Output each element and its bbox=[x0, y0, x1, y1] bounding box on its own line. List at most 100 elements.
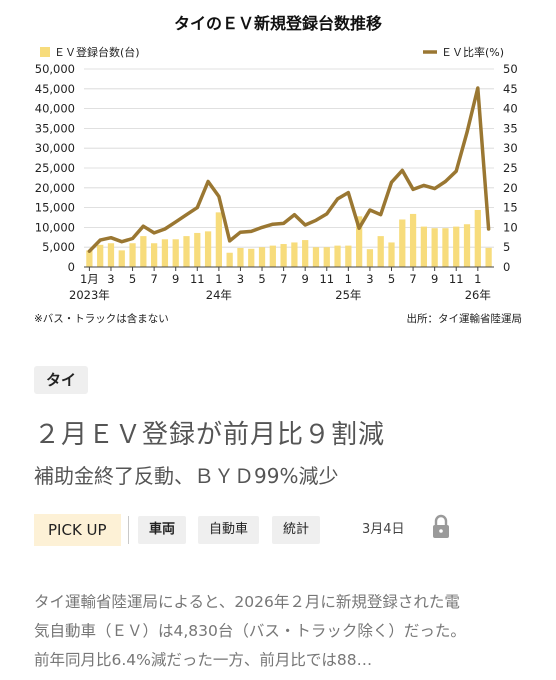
bar-ev-registrations bbox=[151, 243, 158, 267]
x-month-label: 1月 bbox=[80, 272, 99, 286]
bar-ev-registrations bbox=[258, 247, 266, 267]
y-right-tick-label: 5 bbox=[503, 240, 510, 254]
bar-ev-registrations bbox=[366, 249, 374, 267]
tag-automobiles[interactable]: 自動車 bbox=[198, 516, 260, 544]
ev-ratio-point bbox=[346, 191, 350, 194]
y-left-tick-label: 50,000 bbox=[35, 62, 75, 76]
x-month-label: 3 bbox=[107, 272, 114, 286]
ev-ratio-point bbox=[163, 227, 167, 231]
y-right-tick-label: 25 bbox=[503, 161, 518, 175]
y-right-tick-label: 45 bbox=[503, 82, 518, 96]
ev-ratio-point bbox=[476, 86, 480, 90]
ev-ratio-point bbox=[185, 213, 188, 217]
x-month-label: 9 bbox=[172, 272, 179, 286]
x-month-label: 1 bbox=[215, 272, 222, 286]
bar-ev-registrations bbox=[463, 224, 471, 267]
y-right-tick-label: 35 bbox=[503, 121, 518, 135]
pickup-badge: PICK UP bbox=[34, 514, 121, 546]
bar-ev-registrations bbox=[323, 247, 330, 267]
article-title[interactable]: ２月ＥＶ登録が前月比９割減 bbox=[34, 420, 386, 450]
bar-ev-registrations bbox=[356, 216, 363, 267]
legend-bar-label: ＥＶ登録台数(台) bbox=[54, 45, 140, 59]
ev-ratio-point bbox=[314, 218, 318, 222]
excerpt-line: 前年同月比6.4%減だった一方、前月比では88… bbox=[34, 651, 373, 669]
excerpt-line: 気自動車（ＥＶ）は4,830台（バス・トラック除く）だった。 bbox=[34, 622, 466, 640]
ev-ratio-point bbox=[465, 130, 469, 134]
meta-divider bbox=[128, 516, 129, 544]
ev-ratio-point bbox=[271, 222, 275, 226]
bar-ev-registrations bbox=[237, 247, 244, 267]
bar-ev-registrations bbox=[140, 236, 147, 267]
x-month-label: 11 bbox=[190, 272, 205, 286]
ev-ratio-point bbox=[336, 197, 339, 201]
lock-icon bbox=[433, 514, 449, 538]
y-right-tick-label: 50 bbox=[503, 62, 518, 76]
x-month-label: 7 bbox=[409, 272, 416, 286]
ev-ratio-point bbox=[131, 237, 134, 240]
ev-ratio-point bbox=[228, 239, 232, 243]
y-left-tick-label: 20,000 bbox=[35, 181, 75, 195]
ev-ratio-point bbox=[368, 208, 372, 212]
x-month-label: 5 bbox=[258, 272, 265, 286]
x-year-label: 24年 bbox=[206, 288, 232, 302]
bar-ev-registrations bbox=[118, 250, 125, 267]
ev-ratio-point bbox=[217, 195, 221, 198]
ev-ratio-point bbox=[303, 223, 307, 227]
article-date: 3月4日 bbox=[362, 522, 405, 537]
ev-ratio-point bbox=[260, 226, 264, 229]
x-month-label: 7 bbox=[150, 272, 157, 286]
ev-registration-chart: タイのＥＶ新規登録台数推移 ＥＶ登録台数(台) ＥＶ比率(%) 05,00010… bbox=[34, 14, 523, 325]
bar-ev-registrations bbox=[453, 226, 460, 267]
ev-ratio-point bbox=[206, 180, 210, 183]
x-month-label: 3 bbox=[366, 272, 373, 286]
y-left-tick-label: 5,000 bbox=[42, 240, 75, 254]
bar-ev-registrations bbox=[161, 239, 169, 267]
article-meta: PICK UP 車両 自動車 統計 3月4日 bbox=[34, 514, 534, 546]
y-left-tick-label: 15,000 bbox=[35, 201, 75, 215]
bar-ev-registrations bbox=[129, 243, 136, 267]
x-month-label: 3 bbox=[237, 272, 244, 286]
ev-ratio-point bbox=[400, 168, 404, 172]
bar-ev-registrations bbox=[280, 244, 287, 267]
bar-ev-registrations bbox=[291, 242, 298, 267]
ev-ratio-point bbox=[109, 236, 113, 240]
x-month-label: 5 bbox=[388, 272, 395, 286]
y-left-tick-label: 30,000 bbox=[35, 141, 75, 155]
x-month-label: 7 bbox=[280, 272, 287, 286]
ev-ratio-point bbox=[152, 231, 156, 235]
chart-source: 出所：タイ運輸省陸運局 bbox=[407, 312, 523, 325]
region-tag-thailand[interactable]: タイ bbox=[34, 366, 89, 394]
bar-ev-registrations bbox=[269, 245, 276, 267]
tag-vehicles[interactable]: 車両 bbox=[138, 516, 187, 544]
bar-ev-registrations bbox=[442, 228, 449, 267]
bar-ev-registrations bbox=[474, 209, 481, 267]
ev-ratio-point bbox=[357, 226, 361, 230]
bar-ev-registrations bbox=[183, 236, 190, 267]
bar-ev-registrations bbox=[172, 239, 179, 267]
ev-ratio-point bbox=[411, 187, 415, 191]
tag-statistics[interactable]: 統計 bbox=[272, 516, 321, 544]
ev-ratio-point bbox=[422, 184, 426, 187]
bar-ev-registrations bbox=[86, 250, 93, 267]
x-month-label: 9 bbox=[431, 272, 438, 286]
y-left-tick-label: 35,000 bbox=[35, 121, 75, 135]
bar-ev-registrations bbox=[312, 247, 320, 267]
ev-ratio-point bbox=[195, 206, 199, 210]
x-month-label: 11 bbox=[449, 272, 464, 286]
bar-ev-registrations bbox=[107, 243, 115, 267]
x-year-label: 2023年 bbox=[69, 288, 110, 302]
ev-ratio-point bbox=[174, 220, 178, 224]
chart-title: タイのＥＶ新規登録台数推移 bbox=[174, 14, 382, 33]
excerpt-line: タイ運輸省陸運局によると、2026年２月に新規登録された電 bbox=[34, 593, 460, 611]
bar-ev-registrations bbox=[409, 213, 417, 267]
x-month-label: 11 bbox=[319, 272, 334, 286]
ev-ratio-point bbox=[141, 224, 145, 228]
ev-ratio-point bbox=[120, 240, 124, 244]
y-left-tick-label: 25,000 bbox=[35, 161, 75, 175]
ev-ratio-point bbox=[292, 213, 296, 217]
y-right-tick-label: 0 bbox=[503, 260, 510, 274]
bar-ev-registrations bbox=[399, 219, 406, 267]
y-left-tick-label: 10,000 bbox=[35, 220, 75, 234]
ev-ratio-point bbox=[444, 180, 447, 183]
x-month-label: 1 bbox=[345, 272, 352, 286]
